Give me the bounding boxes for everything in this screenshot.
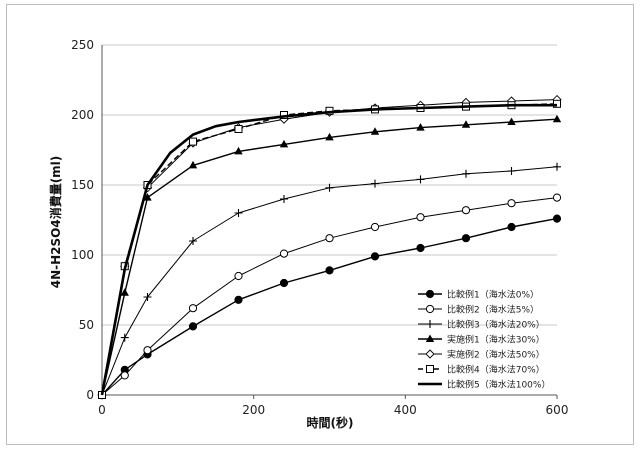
data-point: [370, 222, 380, 232]
data-point: [189, 137, 197, 146]
x-tick-label: 400: [394, 403, 417, 417]
data-point: [234, 125, 243, 133]
x-tick-label: 0: [98, 403, 106, 417]
y-tick-label: 50: [79, 318, 94, 332]
data-point: [370, 127, 380, 135]
data-point: [461, 206, 471, 215]
data-point: [279, 139, 289, 148]
data-point: [461, 234, 471, 243]
data-point: [325, 132, 334, 141]
series-line: [101, 197, 558, 396]
data-point: [189, 237, 197, 245]
data-point: [370, 252, 380, 261]
y-tick-label: 200: [71, 108, 94, 122]
data-series: [97, 94, 562, 400]
data-point: [325, 266, 334, 275]
x-tick-label: 600: [546, 403, 569, 417]
legend-label: 比較例1（海水法0%）: [447, 289, 539, 301]
data-point: [234, 209, 243, 217]
data-point: [279, 278, 289, 288]
chart-frame: [6, 4, 634, 445]
legend-marker: [425, 304, 435, 314]
data-point: [507, 199, 516, 208]
series-line: [101, 118, 558, 396]
data-point: [462, 169, 470, 178]
series-3: [98, 162, 561, 399]
data-point: [234, 295, 243, 304]
data-point: [416, 213, 425, 222]
series-7: [100, 103, 557, 396]
series-4: [97, 114, 562, 398]
data-point: [143, 346, 152, 355]
legend-item: 比較例2（海水法5%）: [418, 304, 539, 316]
data-point: [552, 214, 562, 223]
data-point: [507, 117, 516, 125]
legend-marker: [425, 334, 435, 342]
data-point: [552, 193, 562, 202]
y-tick-label: 250: [71, 38, 94, 52]
data-point: [120, 288, 129, 296]
data-point: [553, 162, 561, 171]
legend: 比較例1（海水法0%） 比較例2（海水法5%） 比較例3（海水法20%） 実施例1（海…: [418, 289, 550, 391]
legend-marker: [426, 365, 434, 373]
data-point: [416, 243, 425, 253]
data-point: [120, 371, 129, 380]
data-point: [188, 160, 198, 169]
data-point: [507, 167, 516, 175]
legend-item: 実施例2（海水法50%）: [418, 349, 545, 361]
series-line: [100, 103, 557, 396]
data-point: [507, 222, 516, 232]
y-axis-title: 4N-H2SO4消費量(ml): [48, 156, 63, 289]
data-point: [188, 304, 198, 313]
legend-label: 比較例5（海水法100%）: [447, 379, 550, 391]
series-2: [97, 193, 562, 400]
data-point: [234, 146, 243, 155]
series-line: [101, 217, 558, 396]
data-point: [188, 322, 198, 331]
legend-item: 比較例4（海水法70%）: [418, 364, 545, 376]
legend-item: 実施例1（海水法30%）: [418, 334, 545, 346]
x-tick-label: 200: [242, 403, 265, 417]
gridlines: [102, 44, 557, 326]
data-point: [234, 271, 243, 281]
legend-label: 実施例2（海水法50%）: [447, 349, 545, 361]
data-point: [279, 249, 289, 258]
legend-label: 比較例2（海水法5%）: [447, 304, 539, 316]
y-tick-label: 0: [86, 388, 94, 402]
legend-label: 比較例3（海水法20%）: [447, 319, 545, 331]
data-point: [325, 183, 334, 192]
data-point: [371, 179, 379, 188]
data-point: [143, 293, 152, 301]
data-point: [120, 333, 129, 342]
legend-label: 比較例4（海水法70%）: [447, 364, 545, 376]
axes: [101, 45, 558, 399]
data-point: [143, 193, 152, 201]
legend-marker: [425, 349, 435, 359]
legend-item: 比較例3（海水法20%）: [418, 319, 545, 331]
legend-marker: [425, 289, 435, 299]
legend-marker: [426, 320, 434, 328]
x-axis-title: 時間(秒): [307, 415, 354, 430]
data-point: [416, 123, 425, 131]
legend-item: 比較例1（海水法0%）: [418, 289, 539, 301]
y-tick-label: 100: [71, 248, 94, 262]
data-point: [461, 120, 471, 128]
data-point: [416, 175, 425, 184]
x-tick-labels: 0 200 400 600: [98, 403, 568, 417]
y-tick-labels: 0 50 100 150 200 250: [71, 38, 94, 402]
data-point: [553, 99, 561, 108]
legend-label: 実施例1（海水法30%）: [447, 334, 545, 346]
legend-item: 比較例5（海水法100%）: [418, 379, 550, 391]
series-line: [101, 166, 558, 396]
y-tick-label: 150: [71, 178, 94, 192]
data-point: [552, 114, 562, 123]
data-point: [325, 234, 334, 243]
data-point: [280, 195, 288, 203]
